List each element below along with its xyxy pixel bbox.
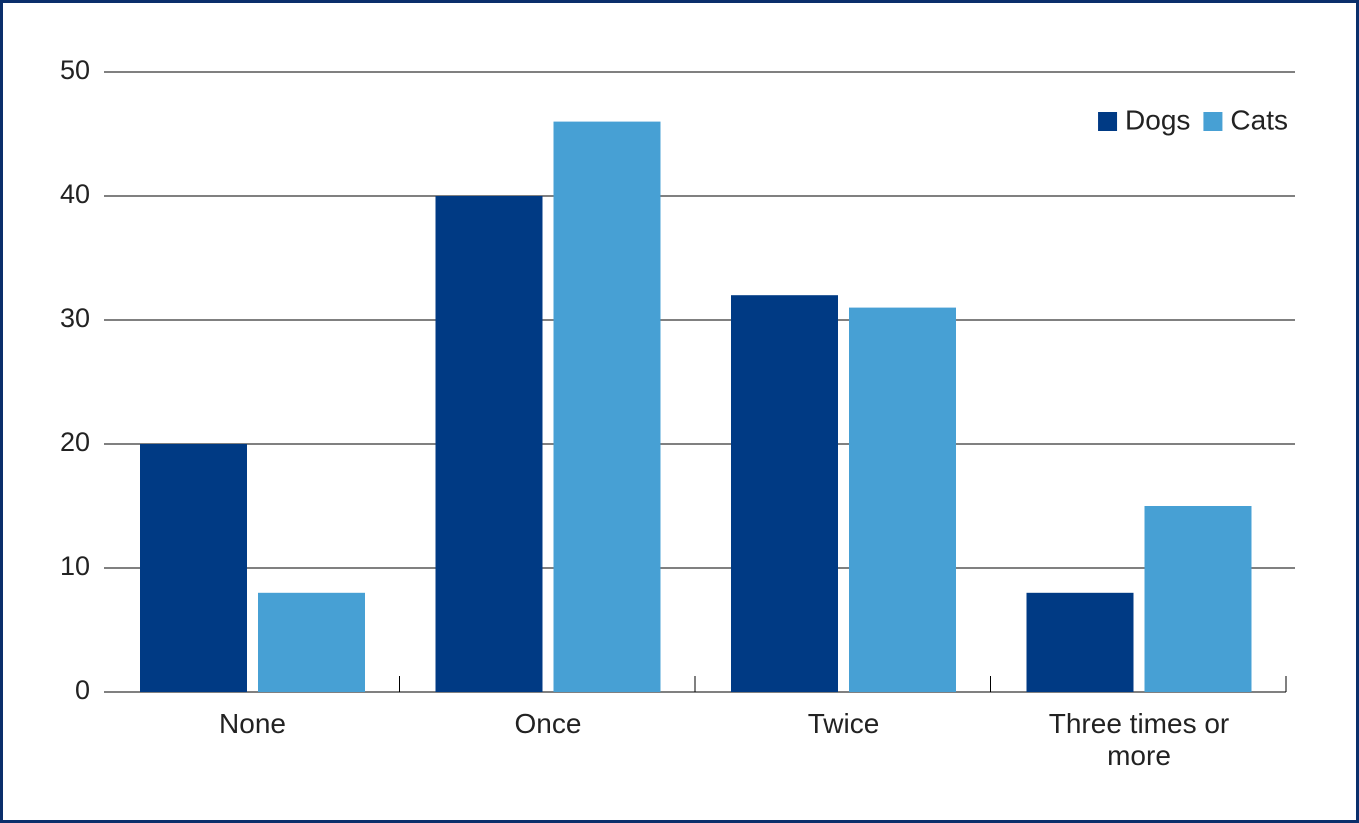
bar (849, 307, 956, 692)
legend-label: Dogs (1125, 104, 1190, 135)
y-tick-label: 50 (60, 55, 90, 85)
legend-label: Cats (1230, 104, 1288, 135)
y-tick-label: 0 (75, 675, 90, 705)
y-tick-label: 40 (60, 179, 90, 209)
bar (553, 121, 661, 693)
y-tick-label: 30 (60, 303, 90, 333)
bar (731, 295, 838, 692)
legend-swatch (1203, 112, 1223, 131)
bar (140, 444, 247, 692)
bar (1144, 506, 1252, 692)
y-tick-label: 20 (60, 427, 90, 457)
x-tick-label: Three times or more (1048, 708, 1230, 771)
legend-swatch (1098, 112, 1118, 131)
x-tick-label: None (219, 708, 286, 739)
x-tick-label: Once (514, 708, 582, 739)
bar (1026, 592, 1134, 692)
x-tick-label: Twice (807, 708, 880, 739)
bar (258, 592, 365, 692)
y-tick-label: 10 (60, 551, 90, 581)
bar (435, 196, 543, 692)
